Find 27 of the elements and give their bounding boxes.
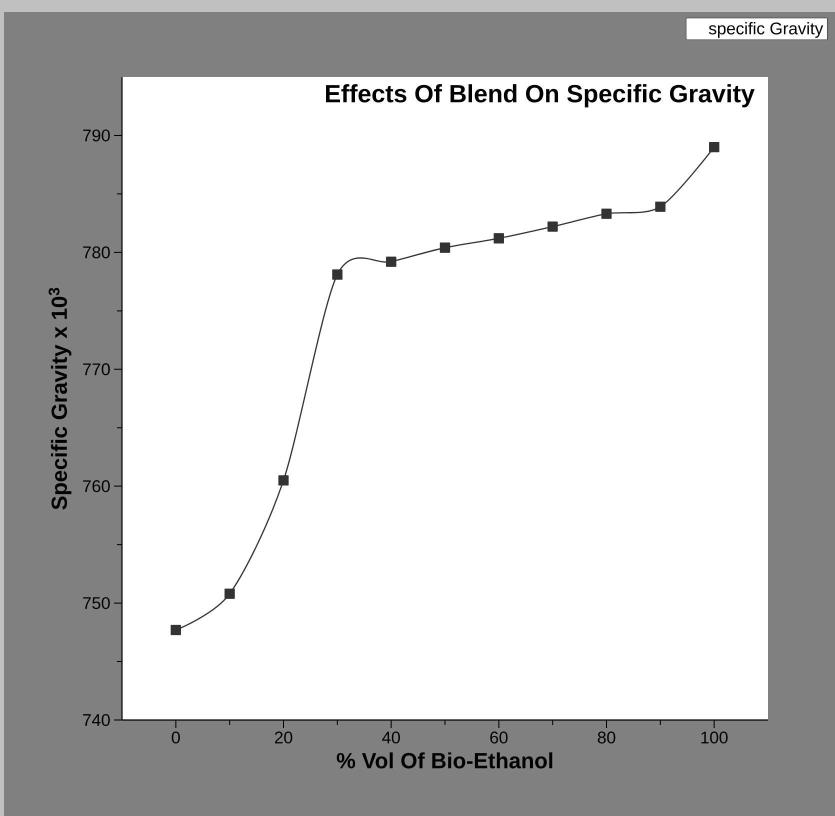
- point: [386, 256, 396, 267]
- x-tick-label: 20: [274, 732, 292, 744]
- point: [709, 142, 720, 152]
- text: specific Gravity: [708, 22, 824, 38]
- x-axis-title: % Vol Of Bio-Ethanol: [336, 752, 552, 768]
- point: [655, 202, 666, 212]
- point: [440, 242, 450, 253]
- x-tick-label: 60: [490, 732, 508, 744]
- y-axis-title: Specific Gravity x 10$^{3}$: [48, 288, 72, 510]
- y-tick-label: 760: [83, 480, 110, 492]
- point: [332, 269, 342, 280]
- y-tick-label: 740: [83, 714, 110, 726]
- x-tick-label: 100: [701, 732, 728, 744]
- point: [601, 208, 612, 219]
- y-tick-label: 770: [83, 363, 110, 376]
- chart-title: Effects Of Blend On Specific Gravity: [326, 84, 755, 108]
- x-tick-label: 40: [382, 732, 400, 744]
- point: [278, 475, 289, 486]
- point: [224, 588, 235, 599]
- y-tick-label: 780: [83, 246, 110, 258]
- y-tick-label: 790: [83, 129, 110, 142]
- y-tick-label: 750: [83, 597, 110, 610]
- point: [548, 221, 558, 232]
- x-tick-label: 80: [598, 732, 616, 744]
- x-tick-label: 0: [172, 732, 180, 744]
- point: [494, 233, 504, 244]
- point: [170, 624, 181, 636]
